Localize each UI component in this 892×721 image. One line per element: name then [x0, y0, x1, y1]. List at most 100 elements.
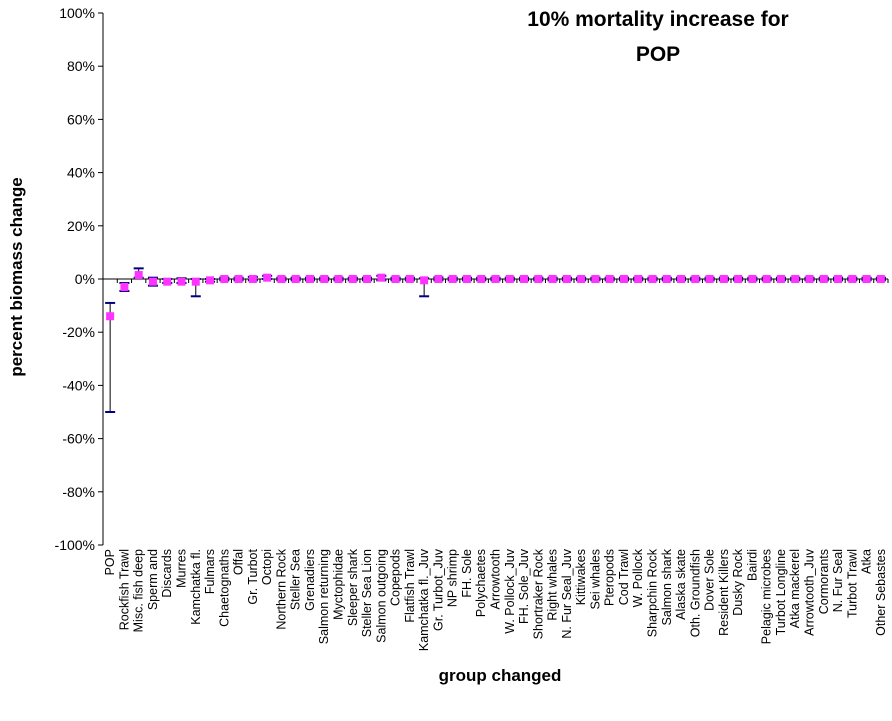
data-point: [762, 275, 771, 283]
chart-title: 10% mortality increase for POP: [527, 8, 788, 66]
x-tick-label: Resident Killers: [717, 549, 731, 636]
data-point: [334, 275, 343, 283]
data-point: [834, 275, 843, 283]
x-tick-label: Right whales: [546, 549, 560, 621]
data-point: [862, 275, 871, 283]
data-point: [405, 275, 414, 283]
y-tick-label: -80%: [62, 484, 95, 500]
data-point: [719, 275, 728, 283]
data-point: [662, 275, 671, 283]
data-point: [491, 275, 500, 283]
data-point: [163, 277, 172, 286]
x-tick-label: Steller Sea: [289, 549, 303, 610]
data-point: [234, 275, 243, 283]
x-tick-label: Sleeper shark: [346, 548, 360, 626]
x-tick-label: Kittiwakes: [574, 549, 588, 605]
category-labels: POP Rockfish Trawl Misc. fish deep Sperm an…: [103, 548, 888, 651]
data-point: [648, 275, 657, 283]
y-tick-label: 80%: [67, 58, 95, 74]
x-tick-label: Other Sebastes: [874, 549, 888, 636]
data-point: [548, 275, 557, 283]
data-point: [748, 275, 757, 283]
x-axis-title: group changed: [439, 666, 562, 685]
data-point: [448, 275, 457, 283]
y-tick-label: -40%: [62, 377, 95, 393]
x-tick-label: Atka mackerel: [788, 549, 802, 628]
data-point: [791, 275, 800, 283]
data-point: [177, 277, 186, 286]
x-tick-label: Chaetognaths: [217, 549, 231, 627]
data-point: [691, 275, 700, 283]
data-point: [106, 312, 115, 321]
data-point: [876, 275, 885, 283]
x-tick-label: Pelagic microbes: [760, 549, 774, 644]
data-point: [320, 275, 329, 283]
data-markers: [106, 271, 885, 321]
data-point: [391, 275, 400, 283]
y-tick-label: 100%: [59, 5, 95, 21]
x-tick-label: Rockfish Trawl: [117, 549, 131, 630]
x-tick-label: FH. Sole_Juv: [517, 548, 531, 624]
data-point: [634, 275, 643, 283]
x-tick-label: Kamchatka fl._Juv: [417, 548, 431, 651]
y-tick-label: 60%: [67, 111, 95, 127]
data-point: [206, 276, 215, 285]
y-tick-label: 40%: [67, 165, 95, 181]
data-point: [534, 275, 543, 283]
data-point: [263, 273, 272, 282]
y-tick-label: -60%: [62, 431, 95, 447]
data-point: [591, 275, 600, 283]
error-bars: [105, 267, 886, 413]
x-tick-label: POP: [103, 549, 117, 575]
x-tick-label: Flatfish Trawl: [403, 549, 417, 623]
data-point: [819, 275, 828, 283]
x-tick-label: Arrowtooth: [489, 549, 503, 609]
y-tick-label: -100%: [55, 537, 95, 553]
data-point: [705, 275, 714, 283]
chart-title-line-2: POP: [636, 43, 680, 66]
x-tick-label: Myctophidae: [332, 549, 346, 620]
data-point: [434, 275, 443, 283]
data-point: [677, 275, 686, 283]
x-tick-label: N. Fur Seal: [831, 549, 845, 612]
data-point: [305, 275, 314, 283]
x-tick-label: Octopi: [260, 549, 274, 585]
data-point: [805, 275, 814, 283]
x-tick-label: Arrowtooth_Juv: [803, 548, 817, 636]
y-tick-label: -20%: [62, 324, 95, 340]
x-tick-label: Copepods: [389, 549, 403, 606]
error-bar: [105, 301, 116, 413]
data-point: [148, 277, 157, 286]
x-tick-label: Discards: [160, 549, 174, 598]
x-tick-label: Grenadiers: [303, 549, 317, 611]
x-tick-label: Polychaetes: [474, 549, 488, 617]
x-tick-label: Turbot Longline: [774, 549, 788, 635]
x-tick-label: W. Pollock: [631, 548, 645, 607]
chart-title-line-1: 10% mortality increase for: [527, 8, 788, 31]
data-point: [220, 275, 229, 283]
y-tick-label: 0%: [75, 271, 95, 287]
data-point: [619, 275, 628, 283]
y-tick-label: 20%: [67, 218, 95, 234]
x-tick-label: Alaska skate: [674, 549, 688, 620]
data-point: [505, 275, 514, 283]
data-point: [348, 275, 357, 283]
data-point: [776, 275, 785, 283]
data-point: [277, 275, 286, 283]
data-point: [291, 275, 300, 283]
x-tick-label: Offal: [232, 549, 246, 575]
x-tick-label: Oth. Groundfish: [688, 549, 702, 637]
x-tick-label: Cormorants: [817, 549, 831, 614]
x-tick-label: Fulmars: [203, 549, 217, 594]
data-point: [605, 275, 614, 283]
data-point: [120, 282, 129, 291]
x-tick-label: Salmon outgoing: [374, 549, 388, 643]
data-point: [377, 273, 386, 282]
x-tick-label: NP shrimp: [446, 549, 460, 607]
x-tick-label: Kamchatka fl.: [189, 549, 203, 625]
x-tick-label: Sei whales: [588, 549, 602, 609]
x-tick-label: Dover Sole: [703, 549, 717, 611]
y-axis-title: percent biomass change: [7, 177, 26, 376]
x-tick-label: Sharpchin Rock: [646, 548, 660, 637]
